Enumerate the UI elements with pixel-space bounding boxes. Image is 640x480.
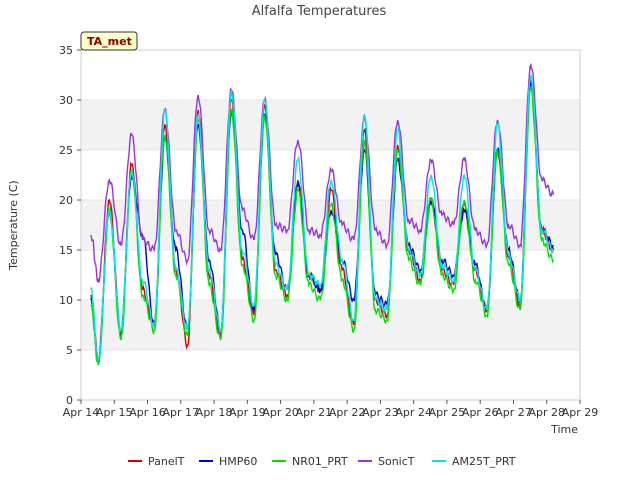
legend-label: HMP60 — [219, 455, 257, 468]
legend-label: AM25T_PRT — [452, 455, 516, 468]
x-tick-label: Apr 24 — [395, 406, 432, 419]
y-tick-label: 25 — [59, 144, 73, 157]
series-lines — [90, 62, 555, 366]
y-axis-ticks: 0 5 10 15 20 25 30 35 — [59, 44, 81, 407]
x-tick-label: Apr 28 — [528, 406, 565, 419]
chart-title: Alfalfa Temperatures — [252, 4, 387, 19]
x-axis-label: Time — [550, 423, 578, 436]
x-tick-label: Apr 21 — [296, 406, 333, 419]
x-tick-label: Apr 29 — [562, 406, 599, 419]
x-tick-label: Apr 14 — [63, 406, 100, 419]
x-tick-label: Apr 27 — [495, 406, 532, 419]
plot-frame — [80, 49, 581, 401]
legend-label: NR01_PRT — [292, 455, 348, 468]
y-tick-label: 15 — [59, 244, 73, 257]
grid-band — [81, 200, 580, 250]
x-tick-label: Apr 16 — [129, 406, 166, 419]
series-line-am25t-prt — [90, 74, 555, 361]
x-tick-label: Apr 17 — [163, 406, 200, 419]
x-tick-label: Apr 26 — [462, 406, 499, 419]
y-axis-label: Temperature (C) — [7, 180, 20, 270]
x-tick-label: Apr 18 — [196, 406, 233, 419]
series-line-hmp60 — [90, 79, 554, 362]
legend-label: PanelT — [148, 455, 185, 468]
x-tick-label: Apr 22 — [329, 406, 366, 419]
x-tick-label: Apr 23 — [362, 406, 399, 419]
x-tick-label: Apr 15 — [96, 406, 133, 419]
tag-box — [80, 31, 138, 51]
legend: PanelT HMP60 NR01_PRT SonicT AM25T_PRT — [128, 455, 516, 468]
y-tick-label: 10 — [59, 294, 73, 307]
series-line-nr01-prt — [90, 85, 555, 366]
y-tick-label: 35 — [59, 44, 73, 57]
tag-label: TA_met — [87, 35, 132, 48]
x-tick-label: Apr 19 — [229, 406, 266, 419]
y-tick-label: 20 — [59, 194, 73, 207]
x-tick-label: Apr 20 — [262, 406, 299, 419]
y-tick-label: 0 — [66, 394, 73, 407]
grid-band — [81, 300, 580, 350]
grid-band — [81, 100, 580, 150]
y-tick-label: 30 — [59, 94, 73, 107]
legend-label: SonicT — [378, 455, 415, 468]
x-tick-label: Apr 25 — [429, 406, 466, 419]
ta-met-tag: TA_met — [80, 31, 138, 51]
y-tick-label: 5 — [66, 344, 73, 357]
